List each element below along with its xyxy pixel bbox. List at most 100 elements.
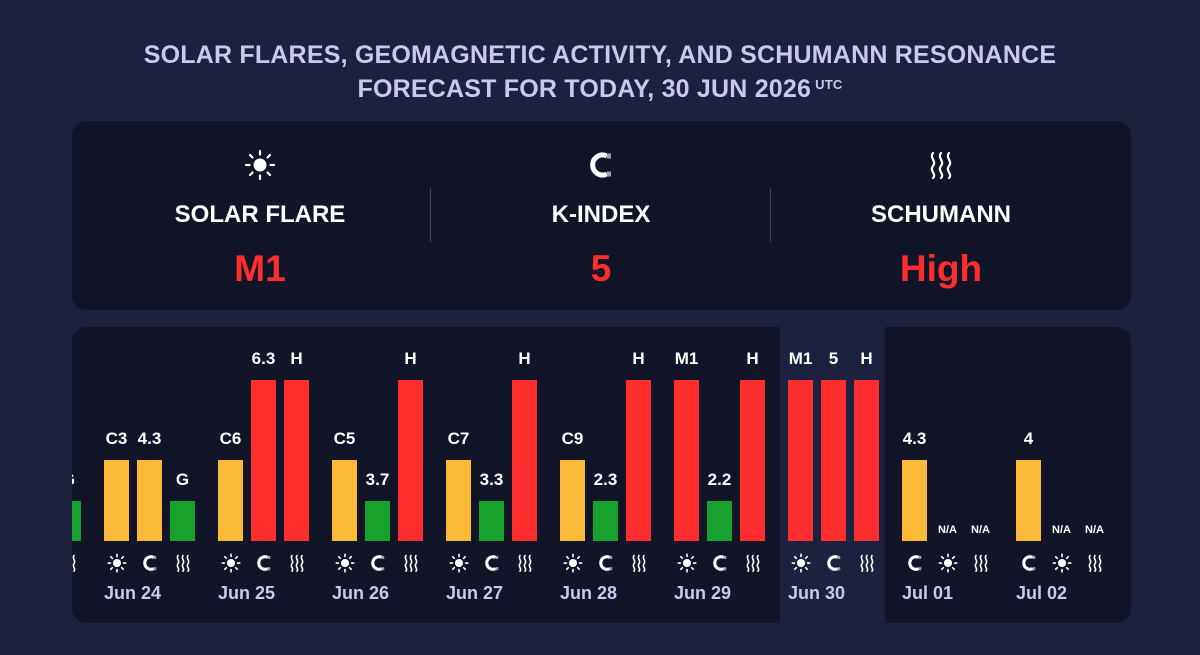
waves-icon [629, 553, 649, 573]
bar-value-label: C7 [447, 429, 470, 448]
magnet-icon [482, 553, 502, 573]
bar-value-label: M1 [788, 349, 813, 368]
chart-bar-schumann [170, 501, 195, 541]
waves-icon [72, 553, 79, 573]
date-label: Jun 27 [446, 583, 504, 603]
sun-icon [1051, 553, 1072, 573]
waves-icon [971, 553, 991, 573]
sun-icon [244, 149, 276, 181]
waves-icon [857, 553, 877, 573]
forecast-timeline: G C3 4.3 G Jun 24 C6 6.3 H Jun 25 C5 3.7 H Jun 26 C7 3… [72, 327, 1131, 623]
chart-bar-flare [674, 380, 699, 541]
chart-bar-schumann [740, 380, 765, 541]
waves-icon [287, 553, 307, 573]
bar-value-label: 4.3 [137, 429, 162, 448]
summary-value: High [899, 248, 983, 289]
summary-label: SOLAR FLARE [174, 201, 346, 228]
today-summary-panel: SOLAR FLARE M1 K-INDEX 5 SCHUMANN High [72, 121, 1131, 310]
bar-value-label: H [290, 349, 303, 368]
summary-label: K-INDEX [551, 201, 651, 228]
bar-value-label: G [72, 470, 89, 490]
bar-value-label: 5 [828, 349, 839, 368]
chart-bar-kindex [902, 460, 927, 541]
date-label: Jun 24 [104, 583, 162, 603]
bar-value-label: M1 [674, 349, 699, 368]
magnet-icon [1019, 553, 1039, 573]
chart-bar-flare [104, 460, 129, 541]
timezone-label: UTC [815, 77, 843, 92]
sun-icon [334, 553, 355, 573]
sun-icon [676, 553, 697, 573]
bar-value-label: H [632, 349, 645, 368]
chart-bar-kindex [1016, 460, 1041, 541]
chart-bar-kindex [707, 501, 732, 541]
waves-icon [1085, 553, 1105, 573]
sun-icon [937, 553, 958, 573]
date-label: Jun 28 [560, 583, 618, 603]
bar-value-label: 3.3 [479, 470, 504, 489]
divider [430, 188, 431, 242]
bar-value-label: N/A [1052, 524, 1071, 536]
chart-bar-kindex [137, 460, 162, 541]
bar-value-label: 2.3 [593, 470, 618, 489]
title-line-2: FORECAST FOR TODAY, 30 JUN 2026 UTC [0, 72, 1200, 106]
chart-bar-kindex [479, 501, 504, 541]
bar-value-label: 3.7 [365, 470, 390, 489]
summary-value: 5 [590, 248, 612, 289]
date-label: Jun 26 [332, 583, 390, 603]
summary-label: SCHUMANN [871, 201, 1011, 228]
chart-bar-flare [446, 460, 471, 541]
page-title: SOLAR FLARES, GEOMAGNETIC ACTIVITY, AND … [0, 38, 1200, 106]
bar-value-label: G [175, 470, 190, 489]
date-label: Jun 29 [674, 583, 732, 603]
magnet-icon [905, 553, 925, 573]
bar-value-label: C6 [219, 429, 242, 448]
magnet-icon [596, 553, 616, 573]
waves-icon [925, 149, 957, 181]
bar-value-label: H [518, 349, 531, 368]
bar-value-label: 4.3 [902, 429, 927, 448]
title-line-1: SOLAR FLARES, GEOMAGNETIC ACTIVITY, AND … [143, 41, 1057, 69]
date-label: Jul 01 [902, 583, 954, 603]
divider [770, 188, 771, 242]
bar-value-label: C3 [105, 429, 128, 448]
date-label: Jun 25 [218, 583, 276, 603]
bar-value-label: N/A [938, 524, 957, 536]
bar-value-label: H [746, 349, 759, 368]
waves-icon [173, 553, 193, 573]
summary-k-index: K-INDEX 5 [431, 121, 771, 310]
bar-value-label: C5 [333, 429, 356, 448]
chart-bar-flare [218, 460, 243, 541]
waves-icon [401, 553, 421, 573]
chart-bar-kindex [365, 501, 390, 541]
chart-bar-schumann [72, 501, 81, 541]
summary-schumann: SCHUMANN High [771, 121, 1111, 310]
bar-value-label: 4 [1023, 429, 1034, 448]
chart-bar-flare [332, 460, 357, 541]
magnet-icon [710, 553, 730, 573]
sun-icon [220, 553, 241, 573]
sun-icon [562, 553, 583, 573]
magnet-icon [368, 553, 388, 573]
waves-icon [743, 553, 763, 573]
chart-bar-flare [560, 460, 585, 541]
chart-bar-schumann [398, 380, 423, 541]
chart-bar-schumann [512, 380, 537, 541]
chart-bar-flare [788, 380, 813, 541]
bar-value-label: C9 [561, 429, 584, 448]
bar-value-label: N/A [971, 524, 990, 536]
chart-bar-schumann [284, 380, 309, 541]
bar-value-label: H [404, 349, 417, 368]
summary-value: M1 [234, 248, 286, 289]
chart-bar-kindex [821, 380, 846, 541]
summary-solar-flare: SOLAR FLARE M1 [90, 121, 430, 310]
sun-icon [448, 553, 469, 573]
magnet-icon [824, 553, 844, 573]
date-label: Jul 02 [1016, 583, 1068, 603]
sun-icon [790, 553, 811, 573]
bar-value-label: 6.3 [251, 349, 276, 368]
chart-bar-kindex [593, 501, 618, 541]
magnet-icon [140, 553, 160, 573]
magnet-icon [585, 149, 617, 181]
bar-value-label: N/A [1085, 524, 1104, 536]
